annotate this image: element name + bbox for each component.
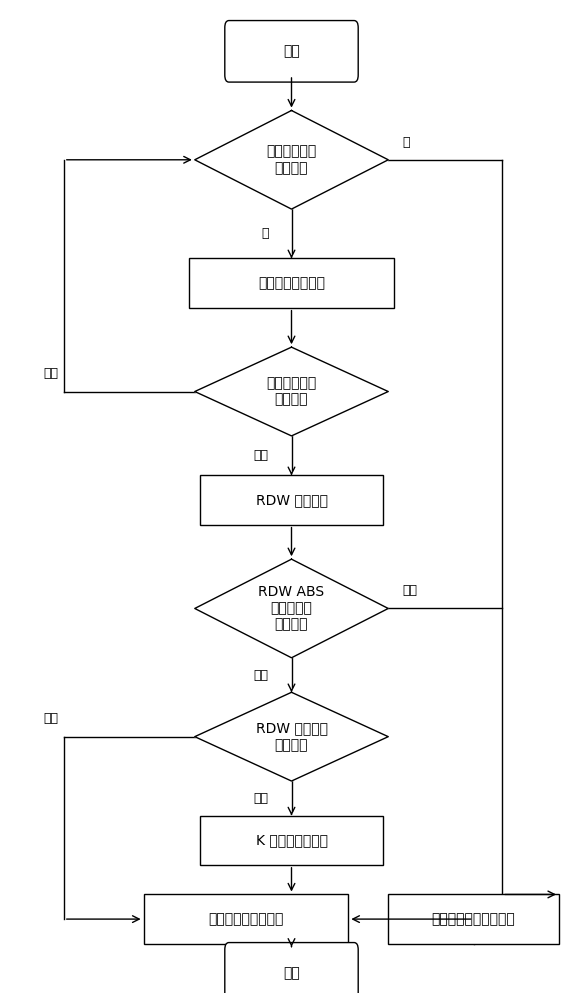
Text: 辊缝偏差置信
区间检测: 辊缝偏差置信 区间检测	[266, 376, 317, 407]
Text: 异常: 异常	[43, 367, 58, 380]
Text: 是: 是	[261, 227, 269, 240]
Text: 结束: 结束	[283, 966, 300, 980]
Bar	[189, 258, 394, 308]
FancyBboxPatch shape	[225, 21, 358, 82]
Text: 相反: 相反	[254, 669, 269, 682]
Bar	[388, 894, 559, 944]
Bar	[201, 816, 382, 865]
Text: 无学习调整瞬时值计算: 无学习调整瞬时值计算	[432, 912, 515, 926]
Polygon shape	[195, 347, 388, 436]
Text: 否: 否	[402, 136, 410, 149]
Text: 开始: 开始	[283, 44, 300, 58]
FancyBboxPatch shape	[225, 943, 358, 1000]
Text: RDW ABS
学习与干预
方向判断: RDW ABS 学习与干预 方向判断	[258, 585, 325, 632]
Text: K 按辊缝偏差取值: K 按辊缝偏差取值	[255, 833, 328, 847]
Text: 正常: 正常	[254, 449, 269, 462]
Text: 异常: 异常	[43, 712, 58, 725]
Bar	[143, 894, 349, 944]
Text: 立辊辊缝人工
干预检测: 立辊辊缝人工 干预检测	[266, 145, 317, 175]
Text: 正常: 正常	[254, 792, 269, 805]
Bar	[201, 475, 382, 525]
Text: 相同: 相同	[402, 584, 417, 597]
Text: 学习调整瞬时值计算: 学习调整瞬时值计算	[208, 912, 284, 926]
Text: RDW 偏差计算: RDW 偏差计算	[255, 493, 328, 507]
Polygon shape	[195, 559, 388, 658]
Polygon shape	[195, 692, 388, 781]
Text: 立辊辊缝偏差计算: 立辊辊缝偏差计算	[258, 276, 325, 290]
Text: RDW 偏差置信
区间检测: RDW 偏差置信 区间检测	[255, 722, 328, 752]
Polygon shape	[195, 110, 388, 209]
